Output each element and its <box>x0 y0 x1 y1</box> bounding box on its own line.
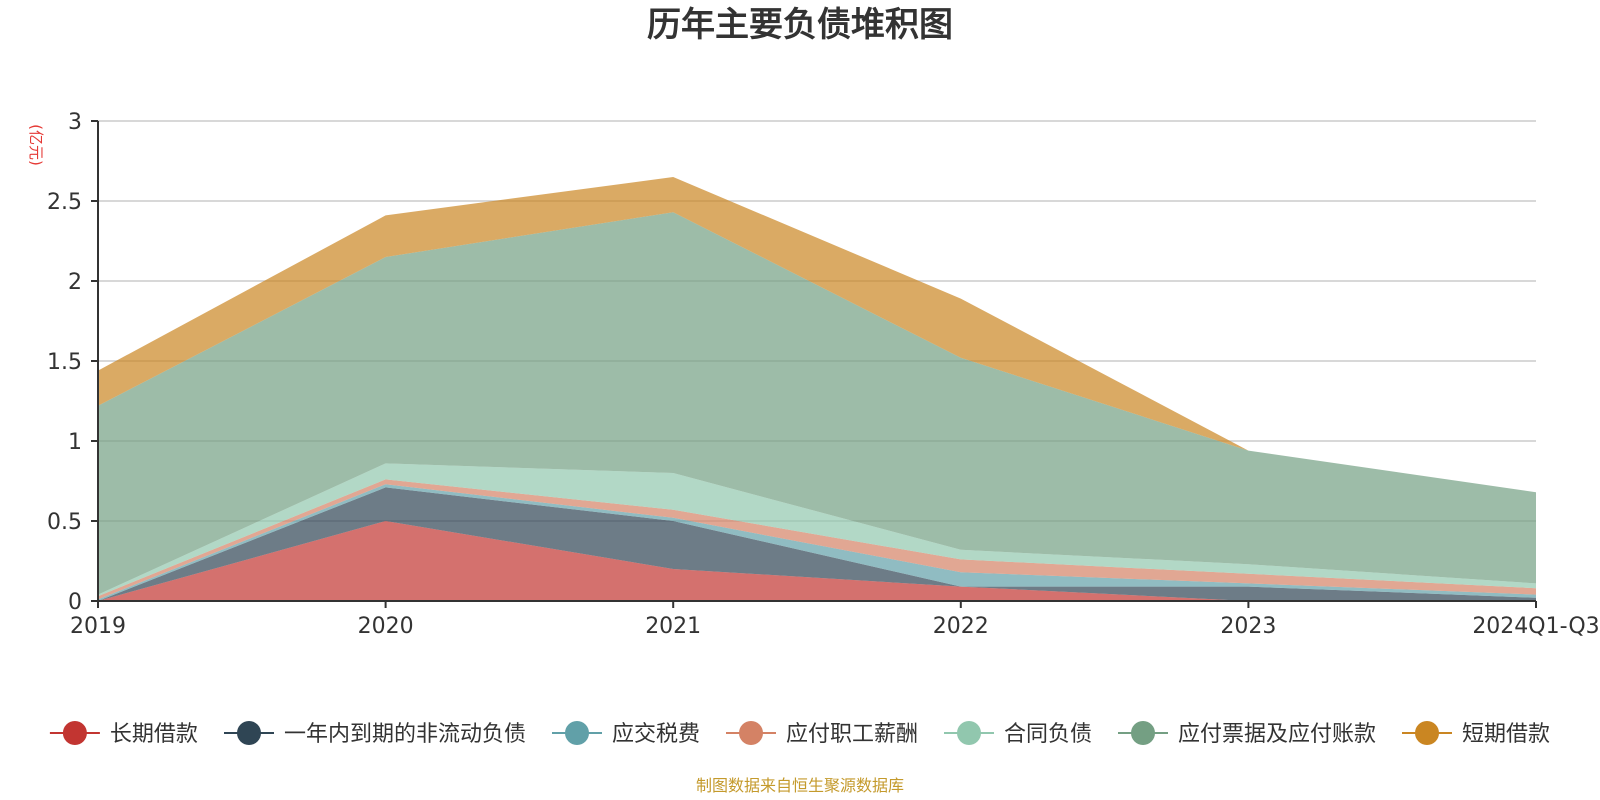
legend-label: 应付票据及应付账款 <box>1178 722 1376 747</box>
area-series-2 <box>98 484 1536 601</box>
y-tick-label: 1 <box>68 430 82 455</box>
legend-swatch-marker <box>957 721 981 745</box>
y-tick-label: 2 <box>68 270 82 295</box>
y-tick-label: 1.5 <box>47 350 82 375</box>
area-series-0 <box>98 521 1536 601</box>
data-source-note: 制图数据来自恒生聚源数据库 <box>696 776 904 795</box>
area-series-4 <box>98 463 1536 597</box>
legend-swatch-marker <box>1131 721 1155 745</box>
y-tick-label: 0.5 <box>47 510 82 535</box>
axes: 0 0.5 1 1.5 2 2.5 3 2019 2020 2021 2022 2023 2024Q1-… <box>47 110 1600 639</box>
x-tick-label: 2021 <box>645 614 701 639</box>
x-tick-label: 2022 <box>933 614 989 639</box>
legend-item-2[interactable]: 应交税费 <box>552 721 700 747</box>
y-axis-unit-label: (亿元) <box>27 124 45 166</box>
y-tick-label: 2.5 <box>47 190 82 215</box>
legend-item-0[interactable]: 长期借款 <box>49 721 198 747</box>
legend-swatch-marker <box>565 721 589 745</box>
area-series-5 <box>98 212 1536 595</box>
legend-item-3[interactable]: 应付职工薪酬 <box>726 721 918 747</box>
legend-item-4[interactable]: 合同负债 <box>944 721 1092 747</box>
y-tick-label: 0 <box>68 590 82 615</box>
x-tick-label: 2020 <box>358 614 414 639</box>
legend-item-5[interactable]: 应付票据及应付账款 <box>1118 721 1376 747</box>
legend-label: 短期借款 <box>1462 722 1550 747</box>
area-series-1 <box>98 487 1536 601</box>
legend-label: 一年内到期的非流动负债 <box>284 722 526 747</box>
area-series-layer <box>98 177 1536 601</box>
x-tick-label: 2019 <box>70 614 126 639</box>
area-series-6 <box>98 177 1536 493</box>
x-tick-label: 2023 <box>1220 614 1276 639</box>
legend-swatch-marker <box>1415 721 1439 745</box>
chart-title: 历年主要负债堆积图 <box>647 5 953 45</box>
legend-label: 合同负债 <box>1004 722 1092 747</box>
x-tick-label: 2024Q1-Q3 <box>1472 614 1599 639</box>
legend-swatch-marker <box>62 721 87 745</box>
y-tick-label: 3 <box>68 110 82 135</box>
legend-label: 长期借款 <box>110 722 198 747</box>
area-series-3 <box>98 479 1536 600</box>
legend-label: 应付职工薪酬 <box>786 722 918 747</box>
legend-swatch-marker <box>237 721 261 745</box>
legend-item-1[interactable]: 一年内到期的非流动负债 <box>224 721 526 747</box>
legend-item-6[interactable]: 短期借款 <box>1402 721 1550 747</box>
legend-label: 应交税费 <box>612 722 700 747</box>
legend-swatch-marker <box>739 721 763 745</box>
legend[interactable]: 长期借款 一年内到期的非流动负债 应交税费 应付职工薪酬 合同负债 应付票据及应付账款 短期… <box>49 721 1550 747</box>
